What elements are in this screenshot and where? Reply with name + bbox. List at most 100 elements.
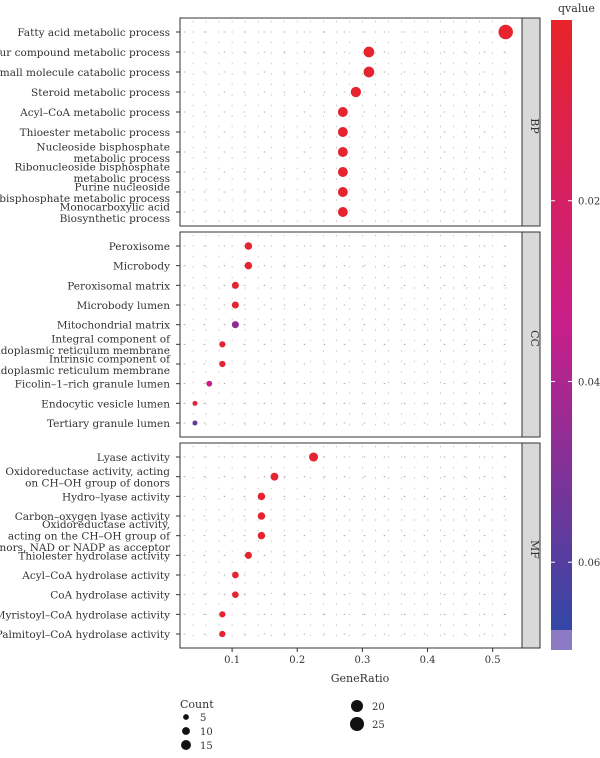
enrichment-dot (257, 492, 266, 501)
enrichment-dot (232, 591, 239, 598)
enrichment-dot (308, 452, 319, 462)
enrichment-dot (270, 472, 279, 481)
term-label-line: Sulfur compound metabolic process (0, 47, 170, 59)
size-legend-dot (349, 716, 365, 732)
term-label-line: metabolic process (73, 153, 170, 165)
term-label: Intrinsic component of endoplasmic reticu… (0, 353, 171, 377)
term-label-line: Thiolester hydrolase activity (18, 550, 170, 562)
term-label-line: Microbody (113, 261, 170, 273)
panel-mf: MF Lyase activity Oxidoreductase activity,… (0, 442, 541, 649)
count-size-legend: Count 5 10 15 20 25 (180, 698, 385, 752)
term-label: Acyl–CoA metabolic process (19, 107, 170, 119)
size-legend-title: Count (180, 698, 214, 711)
qvalue-colorbar: qvalue 0.02 0.04 0.06 (551, 2, 600, 650)
term-label: Nucleoside bisphosphate metabolic process (36, 141, 170, 165)
panel-frame (179, 442, 523, 649)
enrichment-dot (337, 207, 348, 217)
term-label-line: on CH–OH group of donors (25, 477, 170, 489)
term-label-line: acting on the CH–OH group of (8, 531, 171, 543)
term-label: Endocytic vesicle lumen (41, 398, 170, 410)
term-label: Ribonucleoside bisphosphate metabolic pro… (15, 161, 170, 185)
enrichment-dot (337, 107, 348, 117)
term-label: Myristoyl–CoA hydrolase activity (0, 609, 170, 621)
colorbar-swatch (551, 630, 572, 650)
enrichment-dot (257, 531, 266, 540)
facet-strip-label: BP (528, 118, 541, 134)
enrichment-dot (231, 281, 239, 289)
term-label-line: bisphosphate metabolic process (0, 193, 170, 205)
x-tick-label: 0.4 (420, 655, 436, 666)
term-label-line: Acyl–CoA metabolic process (19, 107, 170, 119)
term-label: Small molecule catabolic process (0, 67, 170, 79)
facet-strip (521, 442, 541, 649)
term-label-line: Fatty acid metabolic process (17, 27, 170, 39)
term-label: Mitochondrial matrix (57, 320, 170, 332)
size-legend-label: 15 (200, 741, 213, 752)
term-label-line: Nucleoside bisphosphate (36, 141, 170, 153)
facet-strip-label: CC (528, 330, 541, 347)
enrichment-dot (337, 167, 348, 177)
term-label-line: Small molecule catabolic process (0, 67, 170, 79)
term-label-line: Endocytic vesicle lumen (41, 398, 170, 410)
term-label: Carbon–oxygen lyase activity (15, 511, 170, 523)
term-label-line: Oxidoreductase activity, acting (5, 466, 170, 478)
term-label-line: Peroxisome (109, 241, 170, 253)
term-label-line: Mitochondrial matrix (57, 320, 170, 332)
enrichment-dot (192, 420, 198, 426)
term-label: Palmitoyl–CoA hydrolase activity (0, 629, 170, 641)
enrichment-dot (232, 571, 239, 579)
term-label: Tertiary granule lumen (47, 418, 170, 430)
size-legend-label: 10 (200, 727, 213, 738)
x-tick-label: 0.1 (224, 655, 240, 666)
size-legend-label: 25 (372, 720, 385, 731)
enrichment-dot (363, 66, 375, 78)
size-legend-dot (182, 727, 190, 735)
colorbar-tick-label: 0.02 (578, 197, 600, 208)
term-label-line: Myristoyl–CoA hydrolase activity (0, 609, 170, 621)
size-legend-dot (351, 700, 363, 712)
enrichment-dot (498, 24, 513, 40)
size-legend-dot (183, 714, 189, 720)
enrichment-dot (231, 301, 239, 309)
enrichment-dot (337, 127, 348, 137)
term-label-line: endoplasmic reticulum membrane (0, 345, 170, 357)
enrichment-dot (219, 630, 226, 638)
term-label: Thioester metabolic process (20, 127, 170, 139)
enrichment-dot (244, 551, 252, 559)
term-label: Ficolin–1–rich granule lumen (15, 379, 171, 391)
enrichment-dot (337, 187, 348, 197)
term-label-line: CoA hydrolase activity (50, 590, 170, 602)
term-label-line: Ficolin–1–rich granule lumen (15, 379, 171, 391)
term-label-line: metabolic process (73, 173, 170, 185)
term-label-line: Carbon–oxygen lyase activity (15, 511, 170, 523)
term-label: Hydro–lyase activity (62, 491, 170, 503)
term-label-line: Microbody lumen (77, 300, 171, 312)
enrichment-dot (219, 611, 226, 618)
enrichment-dot (206, 380, 213, 387)
term-label-line: endoplasmic reticulum membrane (0, 365, 170, 377)
facet-strip (521, 17, 541, 227)
colorbar-tick-label: 0.06 (578, 558, 600, 569)
dotted-grid (183, 20, 519, 224)
panel-frame (179, 231, 523, 438)
term-label: Thiolester hydrolase activity (18, 550, 170, 562)
colorbar-tick-label: 0.04 (578, 377, 600, 388)
colorbar-gradient (551, 20, 572, 630)
enrichment-dot (244, 261, 253, 270)
panel-bp: BP Fatty acid metabolic process Sulfur com… (0, 17, 541, 227)
term-label: Microbody (113, 261, 170, 273)
panel-frame (179, 17, 523, 227)
term-label: Microbody lumen (77, 300, 171, 312)
enrichment-dot (350, 86, 362, 98)
term-label-line: Peroxisomal matrix (67, 280, 170, 292)
enrichment-dot (257, 512, 266, 520)
term-label: Lyase activity (97, 452, 170, 464)
x-axis: 0.1 0.2 0.3 0.4 0.5 (224, 648, 501, 666)
term-label: Monocarboxylic acid Biosynthetic process (60, 201, 171, 225)
enrichment-dot (219, 360, 226, 368)
term-label-line: Monocarboxylic acid (60, 201, 171, 213)
facet-strip-label: MF (528, 540, 541, 559)
panel-cc: CC Peroxisome Microbody Peroxisomal matrix M… (0, 231, 541, 438)
